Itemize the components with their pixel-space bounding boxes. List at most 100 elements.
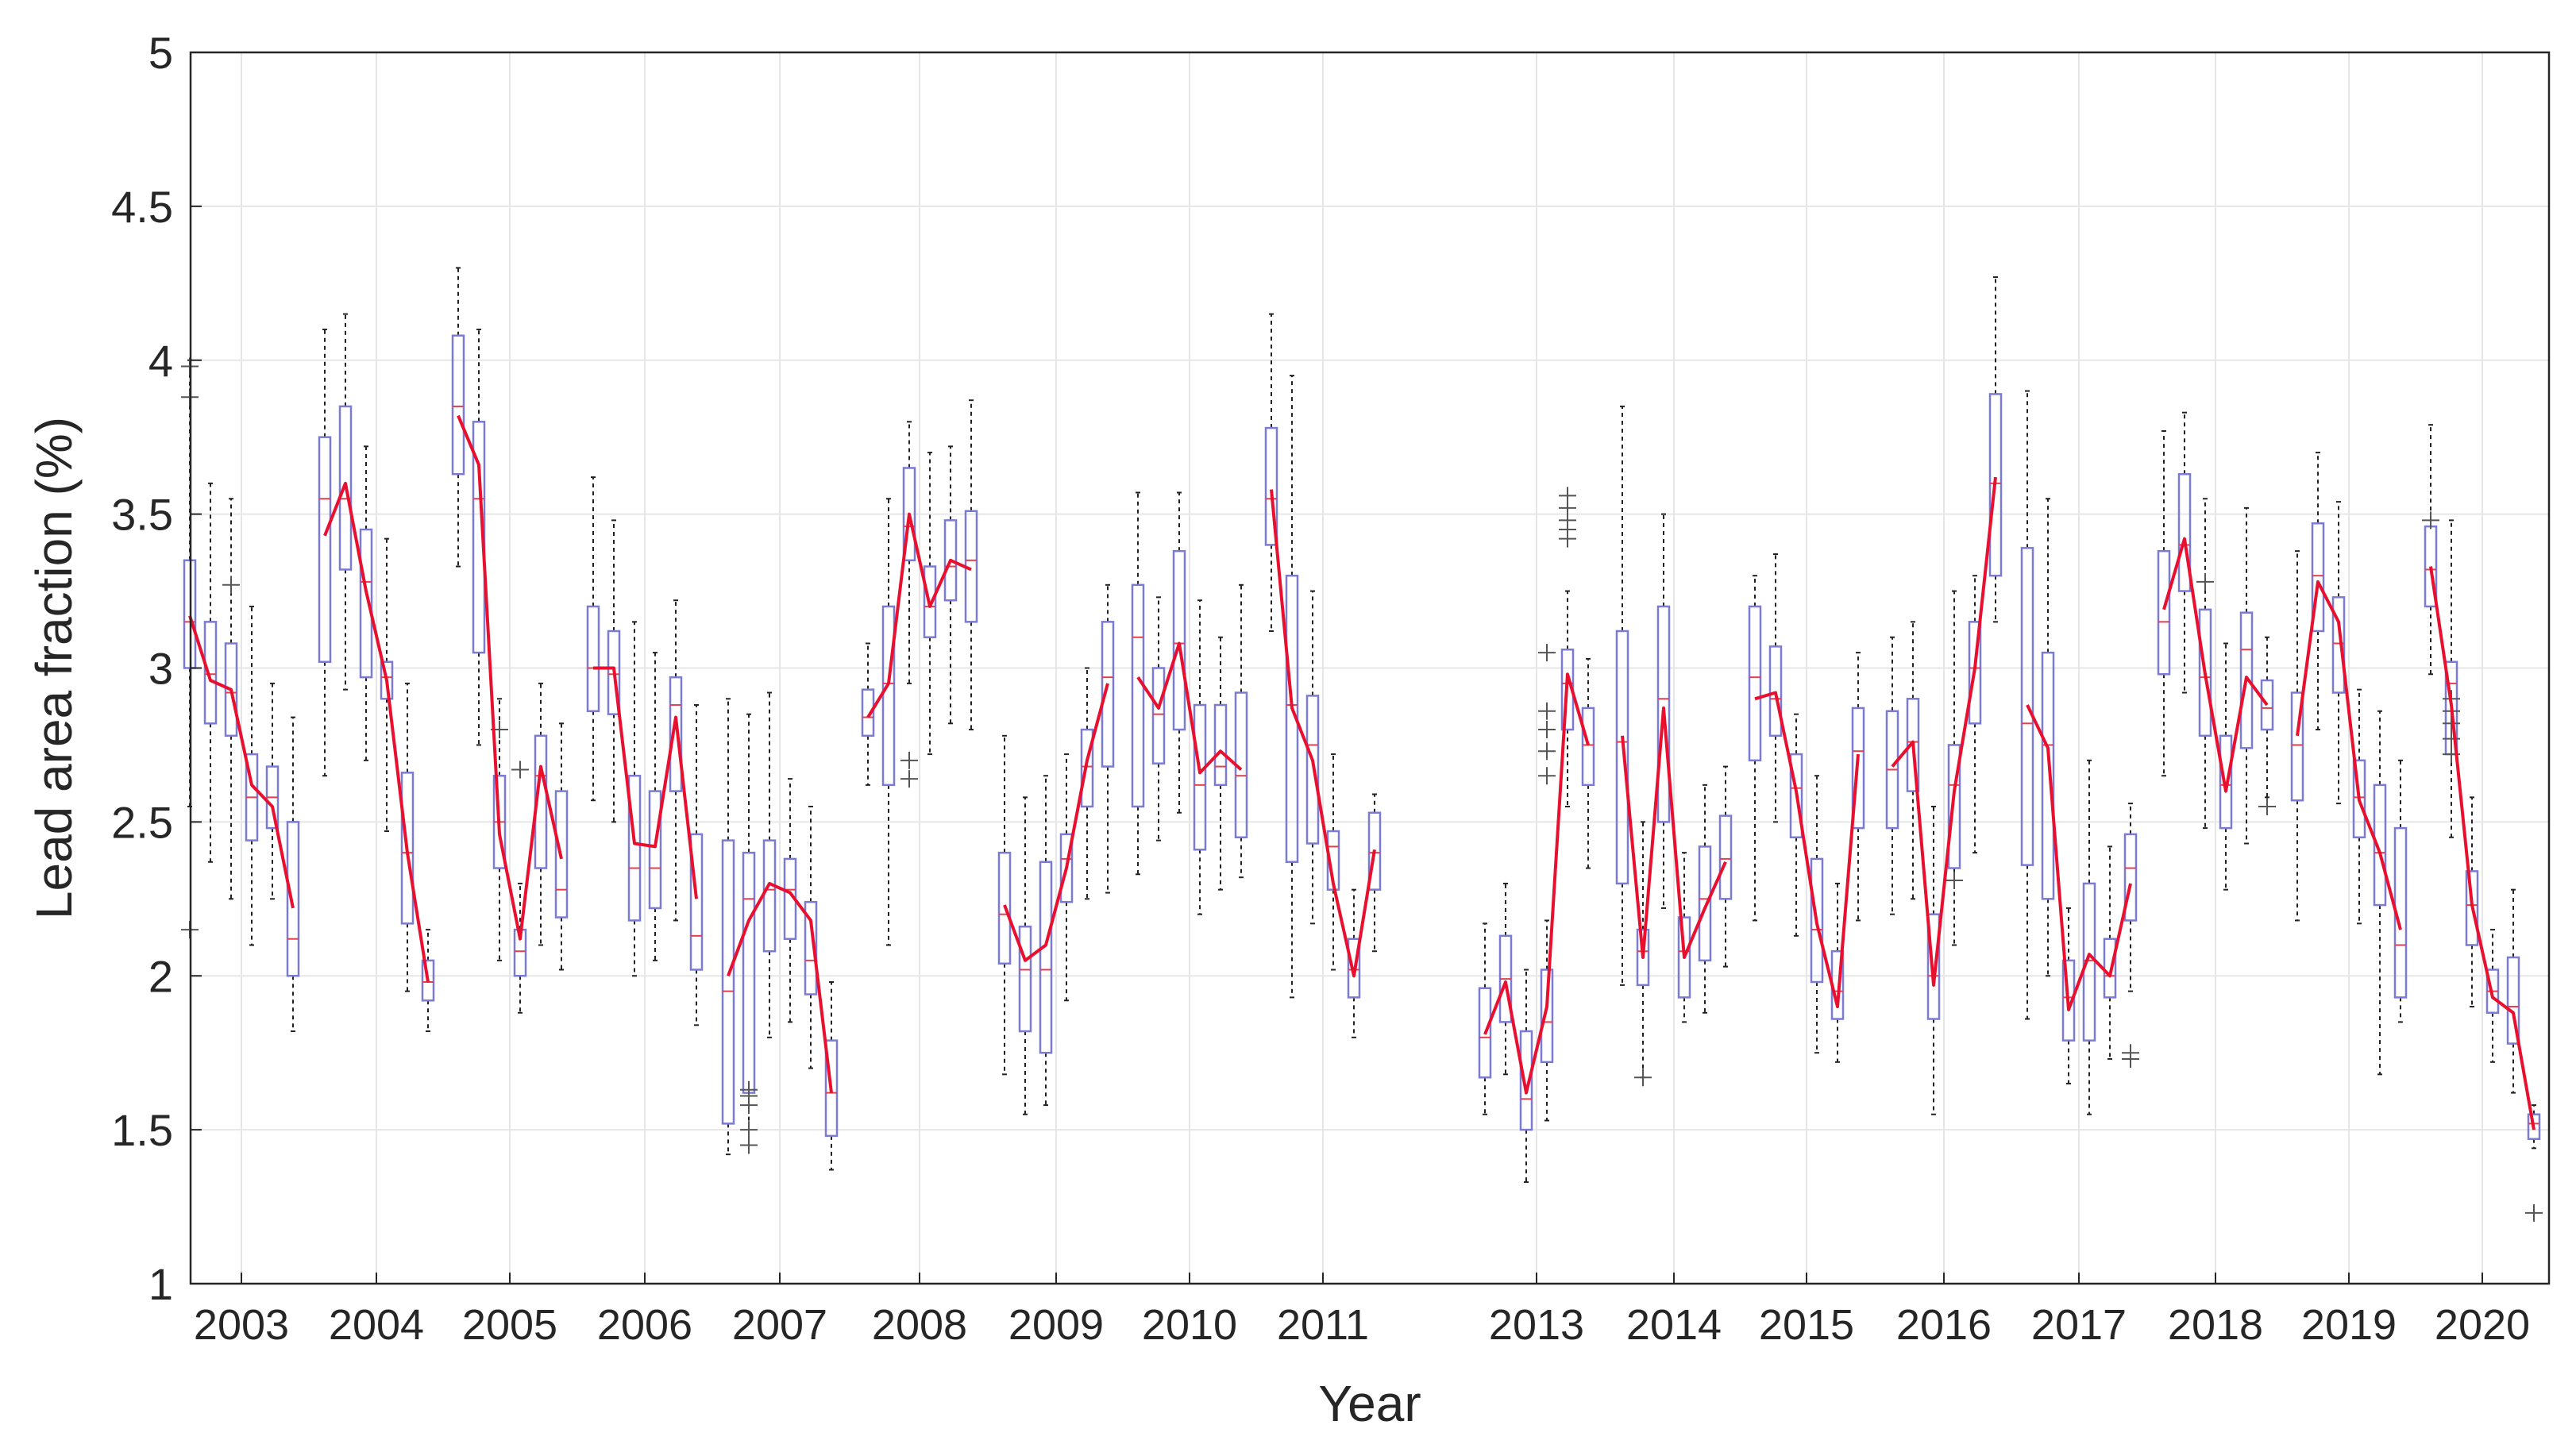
outlier-point xyxy=(2443,730,2460,748)
box-iqr xyxy=(286,821,300,977)
box-iqr xyxy=(338,405,353,571)
outlier-point xyxy=(2525,1203,2543,1222)
box-2004-4 xyxy=(380,537,394,833)
box-2007-1 xyxy=(721,698,735,1156)
box-2018-6 xyxy=(2258,636,2276,815)
mean-line-2010 xyxy=(1136,641,1243,775)
box-iqr xyxy=(1059,833,1074,903)
y-tick-label: 3 xyxy=(148,644,173,694)
mean-line-2014 xyxy=(1621,706,1727,959)
box-iqr xyxy=(2020,547,2034,866)
box-iqr xyxy=(2506,956,2520,1045)
box-iqr xyxy=(318,436,332,663)
x-tick-label: 2018 xyxy=(2168,1301,2263,1349)
mean-line-2019 xyxy=(2296,580,2402,930)
box-iqr xyxy=(2373,784,2387,907)
outlier-point xyxy=(900,751,918,769)
box-2015-4 xyxy=(1810,775,1824,1054)
box-iqr xyxy=(359,528,373,679)
box-iqr xyxy=(804,900,818,996)
box-2006-6 xyxy=(689,704,704,1026)
box-iqr xyxy=(400,772,415,925)
box-2008-1 xyxy=(861,642,875,786)
box-2005-1 xyxy=(451,267,465,568)
y-tick-label: 5 xyxy=(148,28,173,78)
box-iqr xyxy=(2041,651,2055,900)
box-2019-1 xyxy=(2290,550,2304,922)
x-tick-label: 2006 xyxy=(597,1301,692,1349)
box-2009-4 xyxy=(1059,753,1074,1002)
box-iqr xyxy=(1926,913,1941,1020)
box-iqr xyxy=(2465,870,2479,946)
box-iqr xyxy=(2352,759,2366,839)
box-iqr xyxy=(997,851,1012,965)
outlier-point xyxy=(1559,487,1576,505)
box-2010-5 xyxy=(1213,636,1228,891)
mean-line-2003 xyxy=(188,614,295,909)
box-2010-6 xyxy=(1234,583,1248,879)
box-iqr xyxy=(451,334,465,476)
x-tick-label: 2020 xyxy=(2435,1301,2530,1349)
outlier-point xyxy=(900,770,918,788)
box-2003-6 xyxy=(286,716,300,1033)
box-iqr xyxy=(1789,753,1803,839)
box-2013-5 xyxy=(1559,487,1576,807)
box-iqr xyxy=(1080,728,1094,808)
box-iqr xyxy=(1018,925,1032,1033)
box-2016-1 xyxy=(1885,636,1899,915)
box-iqr xyxy=(943,519,958,602)
box-2006-3 xyxy=(627,621,642,977)
box-iqr xyxy=(1947,744,1961,869)
x-tick-labels: 2003 2004 2005 2006 2007 2008 2009 2010 2011 2013… xyxy=(194,1273,2530,1349)
box-2004-3 xyxy=(359,445,373,761)
box-iqr xyxy=(2260,679,2274,731)
box-2006-2 xyxy=(607,519,621,823)
outlier-point xyxy=(740,1136,758,1154)
box-2014-4 xyxy=(1677,852,1691,1023)
x-tick-label: 2011 xyxy=(1277,1301,1369,1349)
box-2009-1 xyxy=(997,734,1012,1076)
box-iqr xyxy=(648,790,662,910)
box-iqr xyxy=(2177,472,2192,592)
box-iqr xyxy=(1698,845,1712,962)
box-iqr xyxy=(1615,630,1629,885)
mean-line-2008 xyxy=(866,512,972,718)
outlier-point xyxy=(2258,797,2276,815)
box-iqr xyxy=(421,959,435,1002)
y-tick-label: 4 xyxy=(148,336,173,386)
y-tick-label: 3.5 xyxy=(111,490,173,540)
mean-line-2013 xyxy=(1483,672,1590,1095)
box-iqr xyxy=(881,605,896,787)
outlier-point xyxy=(1538,767,1556,785)
mean-line-2017 xyxy=(2026,704,2132,1011)
box-2018-3 xyxy=(2196,498,2214,830)
box-2004-5 xyxy=(400,682,415,992)
box-2007-6 xyxy=(824,981,839,1171)
box-2007-5 xyxy=(804,805,818,1069)
box-iqr xyxy=(224,642,238,737)
mean-line-2004 xyxy=(323,481,430,983)
box-2009-3 xyxy=(1039,775,1053,1107)
y-tick-label: 2 xyxy=(148,951,173,1001)
box-2010-2 xyxy=(1151,596,1166,841)
box-2020-6 xyxy=(2525,1104,2543,1222)
box-2008-3 xyxy=(900,421,918,788)
box-2013-4 xyxy=(1538,644,1556,1122)
box-iqr xyxy=(824,1039,839,1138)
box-iqr xyxy=(1988,393,2003,577)
box-2019-4 xyxy=(2352,688,2366,925)
box-2007-3 xyxy=(762,691,777,1038)
mean-line-2005 xyxy=(457,414,563,941)
mean-line-2016 xyxy=(1891,476,1997,987)
x-axis-label: Year xyxy=(1318,1375,1421,1432)
box-2013-2 xyxy=(1498,882,1513,1076)
mean-line-2011 xyxy=(1270,489,1376,978)
box-2014-5 xyxy=(1698,784,1712,1014)
x-tick-label: 2005 xyxy=(462,1301,557,1349)
box-iqr xyxy=(2331,596,2346,694)
box-2010-3 xyxy=(1172,491,1186,814)
box-2006-5 xyxy=(669,599,683,922)
y-tick-label: 1.5 xyxy=(111,1105,173,1155)
box-2020-2 xyxy=(2443,519,2460,838)
